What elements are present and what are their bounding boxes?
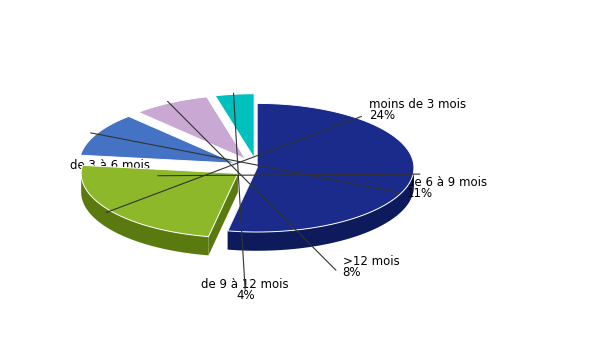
Text: 8%: 8% bbox=[343, 266, 361, 279]
Text: moins de 3 mois: moins de 3 mois bbox=[369, 98, 466, 111]
Polygon shape bbox=[228, 168, 414, 251]
Polygon shape bbox=[80, 116, 236, 163]
Polygon shape bbox=[228, 168, 257, 250]
Text: 11%: 11% bbox=[407, 187, 433, 200]
Text: de 9 à 12 mois: de 9 à 12 mois bbox=[202, 278, 289, 291]
Polygon shape bbox=[139, 97, 246, 159]
Text: 53%: 53% bbox=[124, 169, 150, 182]
Polygon shape bbox=[208, 173, 238, 255]
Text: 4%: 4% bbox=[236, 289, 254, 302]
Text: de 3 à 6 mois: de 3 à 6 mois bbox=[70, 159, 150, 172]
Polygon shape bbox=[228, 103, 414, 232]
Polygon shape bbox=[81, 173, 208, 255]
Text: >12 mois: >12 mois bbox=[343, 255, 400, 268]
Polygon shape bbox=[81, 165, 238, 237]
Polygon shape bbox=[215, 94, 254, 158]
Text: de 6 à 9 mois: de 6 à 9 mois bbox=[407, 176, 487, 189]
Text: 24%: 24% bbox=[369, 109, 395, 122]
